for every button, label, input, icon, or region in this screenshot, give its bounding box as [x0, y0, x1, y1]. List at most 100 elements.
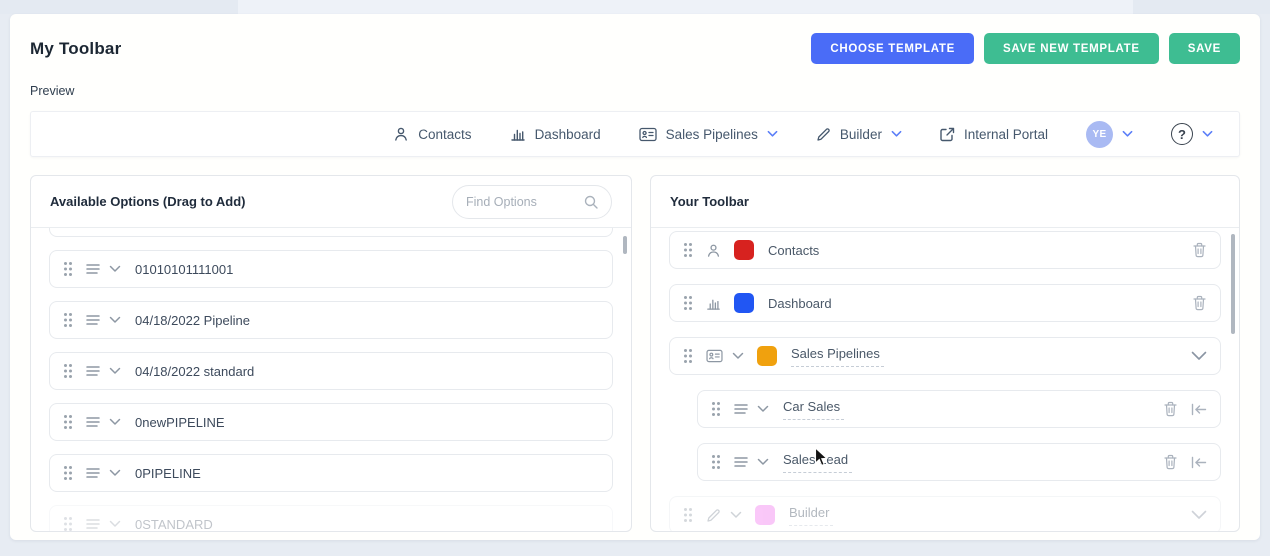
drag-handle-icon[interactable]: [683, 507, 693, 523]
panels-container: Available Options (Drag to Add) 01010101…: [30, 175, 1240, 532]
toolbar-item-label-editable[interactable]: Sales Pipelines: [791, 346, 884, 367]
drag-handle-icon[interactable]: [63, 414, 73, 430]
save-button[interactable]: SAVE: [1168, 33, 1240, 64]
toolbar-item-label-editable[interactable]: Builder: [789, 505, 834, 526]
option-row[interactable]: 04/18/2022 standard: [49, 352, 613, 390]
chevron-down-icon[interactable]: [109, 316, 121, 324]
your-toolbar-list: Contacts Dashboard: [651, 228, 1239, 531]
trash-icon[interactable]: [1192, 295, 1207, 311]
preview-item-dashboard[interactable]: Dashboard: [510, 126, 601, 142]
chevron-down-icon[interactable]: [1202, 130, 1213, 138]
mouse-cursor: [814, 446, 829, 473]
choose-template-button[interactable]: CHOOSE TEMPLATE: [811, 33, 975, 64]
toolbar-row-sales-pipelines[interactable]: Sales Pipelines: [669, 337, 1221, 375]
color-swatch[interactable]: [757, 346, 777, 366]
preview-item-label: Internal Portal: [963, 126, 1048, 142]
available-options-panel: Available Options (Drag to Add) 01010101…: [30, 175, 632, 532]
person-icon: [706, 243, 721, 258]
option-row[interactable]: 0STANDARD: [49, 505, 613, 532]
hamburger-icon: [86, 467, 100, 479]
chevron-down-icon[interactable]: [109, 367, 121, 375]
chevron-down-icon[interactable]: [1122, 130, 1133, 138]
avatar[interactable]: YE: [1086, 120, 1113, 148]
option-label: 0STANDARD: [135, 516, 213, 532]
option-label: 01010101111001: [135, 261, 234, 277]
drag-handle-icon[interactable]: [63, 261, 73, 277]
drag-handle-icon[interactable]: [711, 401, 721, 417]
drag-handle-icon[interactable]: [63, 465, 73, 481]
bar-chart-icon: [706, 296, 721, 311]
chevron-down-icon[interactable]: [109, 265, 121, 273]
chevron-down-icon[interactable]: [109, 418, 121, 426]
option-row[interactable]: 0newPIPELINE: [49, 403, 613, 441]
preview-item-builder[interactable]: Builder: [816, 127, 902, 142]
toolbar-row-contacts[interactable]: Contacts: [669, 231, 1221, 269]
toolbar-item-label: Dashboard: [768, 295, 832, 311]
available-options-list: 01010101111001 04/18/2022 Pipeline 04/18…: [31, 228, 631, 532]
trash-icon[interactable]: [1163, 401, 1178, 417]
option-label: 0newPIPELINE: [135, 414, 225, 430]
drag-handle-icon[interactable]: [63, 516, 73, 531]
preview-help-menu[interactable]: ?: [1171, 123, 1213, 145]
drag-handle-icon[interactable]: [683, 348, 693, 364]
your-toolbar-header: Your Toolbar: [651, 176, 1239, 228]
color-swatch[interactable]: [755, 505, 775, 525]
help-icon[interactable]: ?: [1171, 123, 1193, 145]
collapse-chevron-icon[interactable]: [1191, 351, 1207, 361]
option-row[interactable]: 0PIPELINE: [49, 454, 613, 492]
scrollbar-thumb[interactable]: [1231, 234, 1235, 334]
outdent-icon[interactable]: [1191, 403, 1207, 416]
preview-item-label: Dashboard: [534, 126, 601, 142]
toolbar-row-dashboard[interactable]: Dashboard: [669, 284, 1221, 322]
chevron-down-icon[interactable]: [730, 511, 742, 519]
chevron-down-icon[interactable]: [109, 520, 121, 528]
your-toolbar-panel: Your Toolbar Contacts Dashboard: [650, 175, 1240, 532]
card-header: My Toolbar CHOOSE TEMPLATE SAVE NEW TEMP…: [30, 14, 1240, 64]
drag-handle-icon[interactable]: [63, 363, 73, 379]
hamburger-icon: [86, 416, 100, 428]
chevron-down-icon[interactable]: [767, 130, 778, 138]
chevron-down-icon[interactable]: [732, 352, 744, 360]
bar-chart-icon: [510, 126, 526, 142]
find-options-input[interactable]: [466, 194, 584, 209]
preview-user-menu[interactable]: YE: [1086, 120, 1133, 148]
chevron-down-icon[interactable]: [891, 130, 902, 138]
preview-item-contacts[interactable]: Contacts: [393, 126, 472, 142]
search-icon: [584, 195, 598, 209]
chevron-down-icon[interactable]: [757, 458, 769, 466]
toolbar-subrow-car-sales[interactable]: Car Sales: [697, 390, 1221, 428]
id-card-icon: [638, 127, 657, 142]
page-background-top: [0, 0, 1270, 14]
hamburger-icon: [86, 263, 100, 275]
chevron-down-icon[interactable]: [757, 405, 769, 413]
color-swatch[interactable]: [734, 293, 754, 313]
drag-handle-icon[interactable]: [683, 295, 693, 311]
color-swatch[interactable]: [734, 240, 754, 260]
trash-icon[interactable]: [1192, 242, 1207, 258]
drag-handle-icon[interactable]: [63, 312, 73, 328]
toolbar-item-label-editable[interactable]: Car Sales: [783, 399, 845, 420]
chevron-down-icon[interactable]: [109, 469, 121, 477]
outdent-icon[interactable]: [1191, 456, 1207, 469]
preview-item-sales-pipelines[interactable]: Sales Pipelines: [638, 127, 778, 142]
preview-item-label: Builder: [839, 126, 882, 142]
available-options-title: Available Options (Drag to Add): [50, 194, 246, 209]
scrollbar-thumb[interactable]: [623, 236, 627, 254]
your-toolbar-title: Your Toolbar: [670, 194, 749, 209]
option-row[interactable]: 04/18/2022 Pipeline: [49, 301, 613, 339]
option-label: 04/18/2022 standard: [135, 363, 255, 379]
find-options-search[interactable]: [452, 184, 612, 219]
toolbar-subrow-sales-lead[interactable]: Sales Lead: [697, 443, 1221, 481]
drag-handle-icon[interactable]: [683, 242, 693, 258]
page-title: My Toolbar: [30, 38, 122, 58]
drag-handle-icon[interactable]: [711, 454, 721, 470]
save-new-template-button[interactable]: SAVE NEW TEMPLATE: [984, 33, 1159, 64]
id-card-icon: [706, 349, 723, 363]
hamburger-icon: [86, 314, 100, 326]
toolbar-row-builder[interactable]: Builder: [669, 496, 1221, 531]
trash-icon[interactable]: [1163, 454, 1178, 470]
option-row[interactable]: 01010101111001: [49, 250, 613, 288]
collapse-chevron-icon[interactable]: [1191, 510, 1207, 520]
preview-item-internal-portal[interactable]: Internal Portal: [940, 127, 1048, 142]
hamburger-icon: [734, 403, 748, 415]
